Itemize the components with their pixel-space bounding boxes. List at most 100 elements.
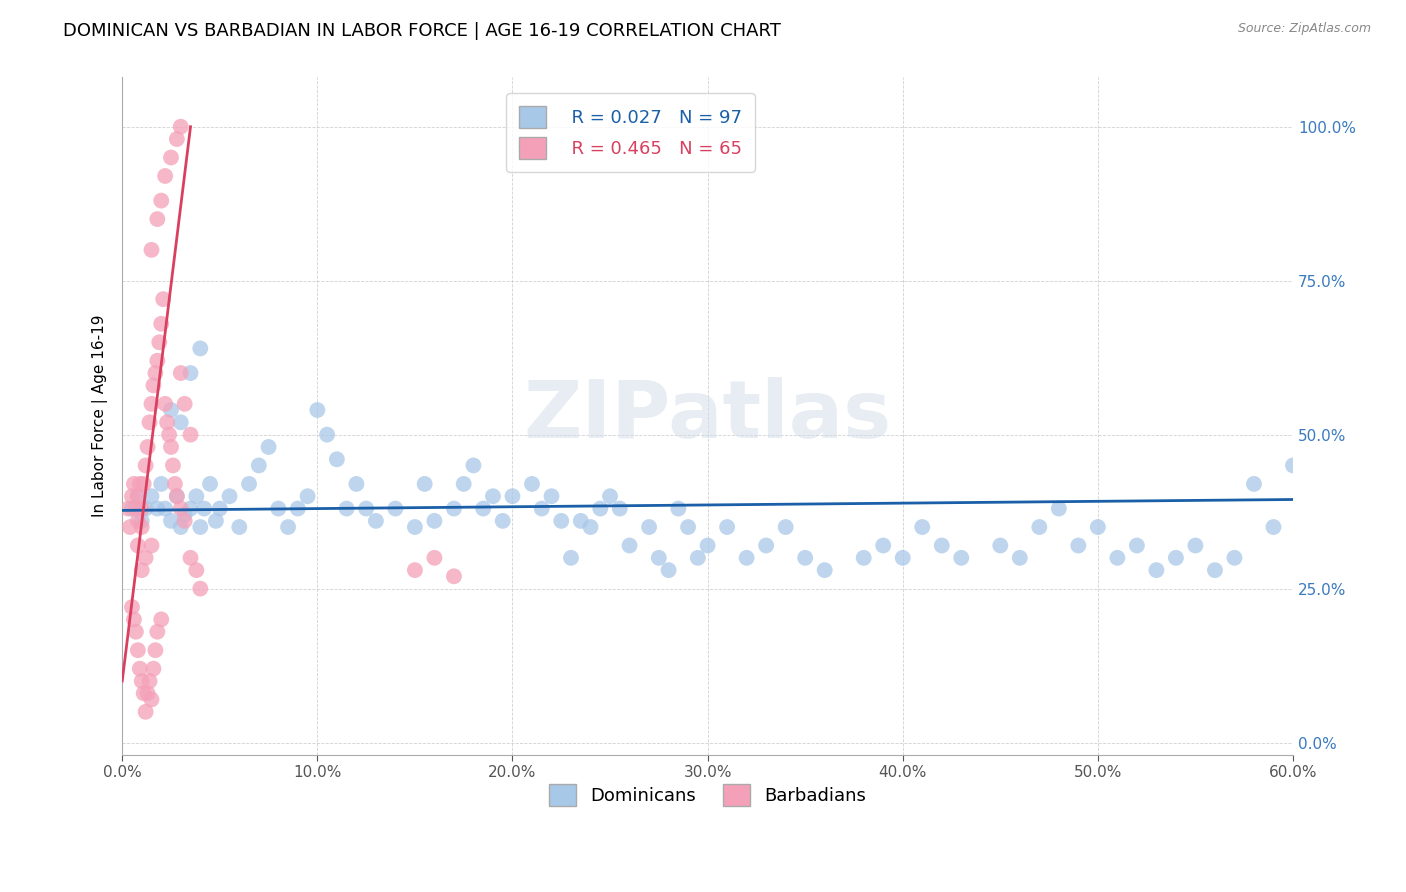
Point [1243,477,1265,491]
Point [141,243,163,257]
Point [560,550,582,565]
Point [619,539,641,553]
Point [135,458,157,473]
Point [131,563,153,577]
Point [775,520,797,534]
Point [153,169,176,183]
Point [238,477,260,491]
Point [579,520,602,534]
Point [125,501,148,516]
Point [141,397,163,411]
Point [735,550,758,565]
Point [814,563,837,577]
Point [150,612,173,626]
Point [146,353,169,368]
Legend: Dominicans, Barbadians: Dominicans, Barbadians [541,777,873,814]
Point [247,458,270,473]
Point [150,317,173,331]
Point [852,550,875,565]
Point [287,501,309,516]
Point [173,397,195,411]
Point [122,477,145,491]
Point [180,550,202,565]
Point [128,477,150,491]
Point [569,514,592,528]
Point [950,550,973,565]
Point [648,550,671,565]
Point [931,539,953,553]
Point [638,520,661,534]
Point [589,501,612,516]
Point [872,539,894,553]
Point [364,514,387,528]
Point [152,292,174,306]
Point [609,501,631,516]
Point [463,458,485,473]
Point [696,539,718,553]
Point [142,378,165,392]
Point [1028,520,1050,534]
Point [131,501,153,516]
Point [193,501,215,516]
Point [180,366,202,380]
Point [1047,501,1070,516]
Point [160,151,183,165]
Point [118,520,141,534]
Point [550,514,572,528]
Point [404,563,426,577]
Point [145,643,167,657]
Point [170,501,193,516]
Point [142,662,165,676]
Point [336,501,359,516]
Point [1164,550,1187,565]
Point [135,550,157,565]
Point [188,582,211,596]
Point [166,489,188,503]
Point [186,489,208,503]
Point [658,563,681,577]
Text: DOMINICAN VS BARBADIAN IN LABOR FORCE | AGE 16-19 CORRELATION CHART: DOMINICAN VS BARBADIAN IN LABOR FORCE | … [63,22,782,40]
Point [423,550,446,565]
Point [131,520,153,534]
Point [145,366,167,380]
Point [413,477,436,491]
Point [228,520,250,534]
Point [1126,539,1149,553]
Point [141,692,163,706]
Point [157,427,180,442]
Point [146,501,169,516]
Point [170,366,193,380]
Point [153,397,176,411]
Point [186,563,208,577]
Point [135,501,157,516]
Point [138,673,160,688]
Point [1008,550,1031,565]
Point [1282,458,1305,473]
Point [166,132,188,146]
Point [354,501,377,516]
Point [160,403,183,417]
Point [423,514,446,528]
Point [156,415,179,429]
Point [170,520,193,534]
Point [1302,600,1324,615]
Point [180,427,202,442]
Point [121,501,143,516]
Point [132,477,155,491]
Point [188,520,211,534]
Point [911,520,934,534]
Point [1204,563,1226,577]
Point [163,477,186,491]
Point [1107,550,1129,565]
Point [257,440,280,454]
Point [277,520,299,534]
Point [297,489,319,503]
Point [1184,539,1206,553]
Point [132,686,155,700]
Point [453,477,475,491]
Point [520,477,543,491]
Point [501,489,523,503]
Point [472,501,495,516]
Point [162,458,184,473]
Point [121,489,143,503]
